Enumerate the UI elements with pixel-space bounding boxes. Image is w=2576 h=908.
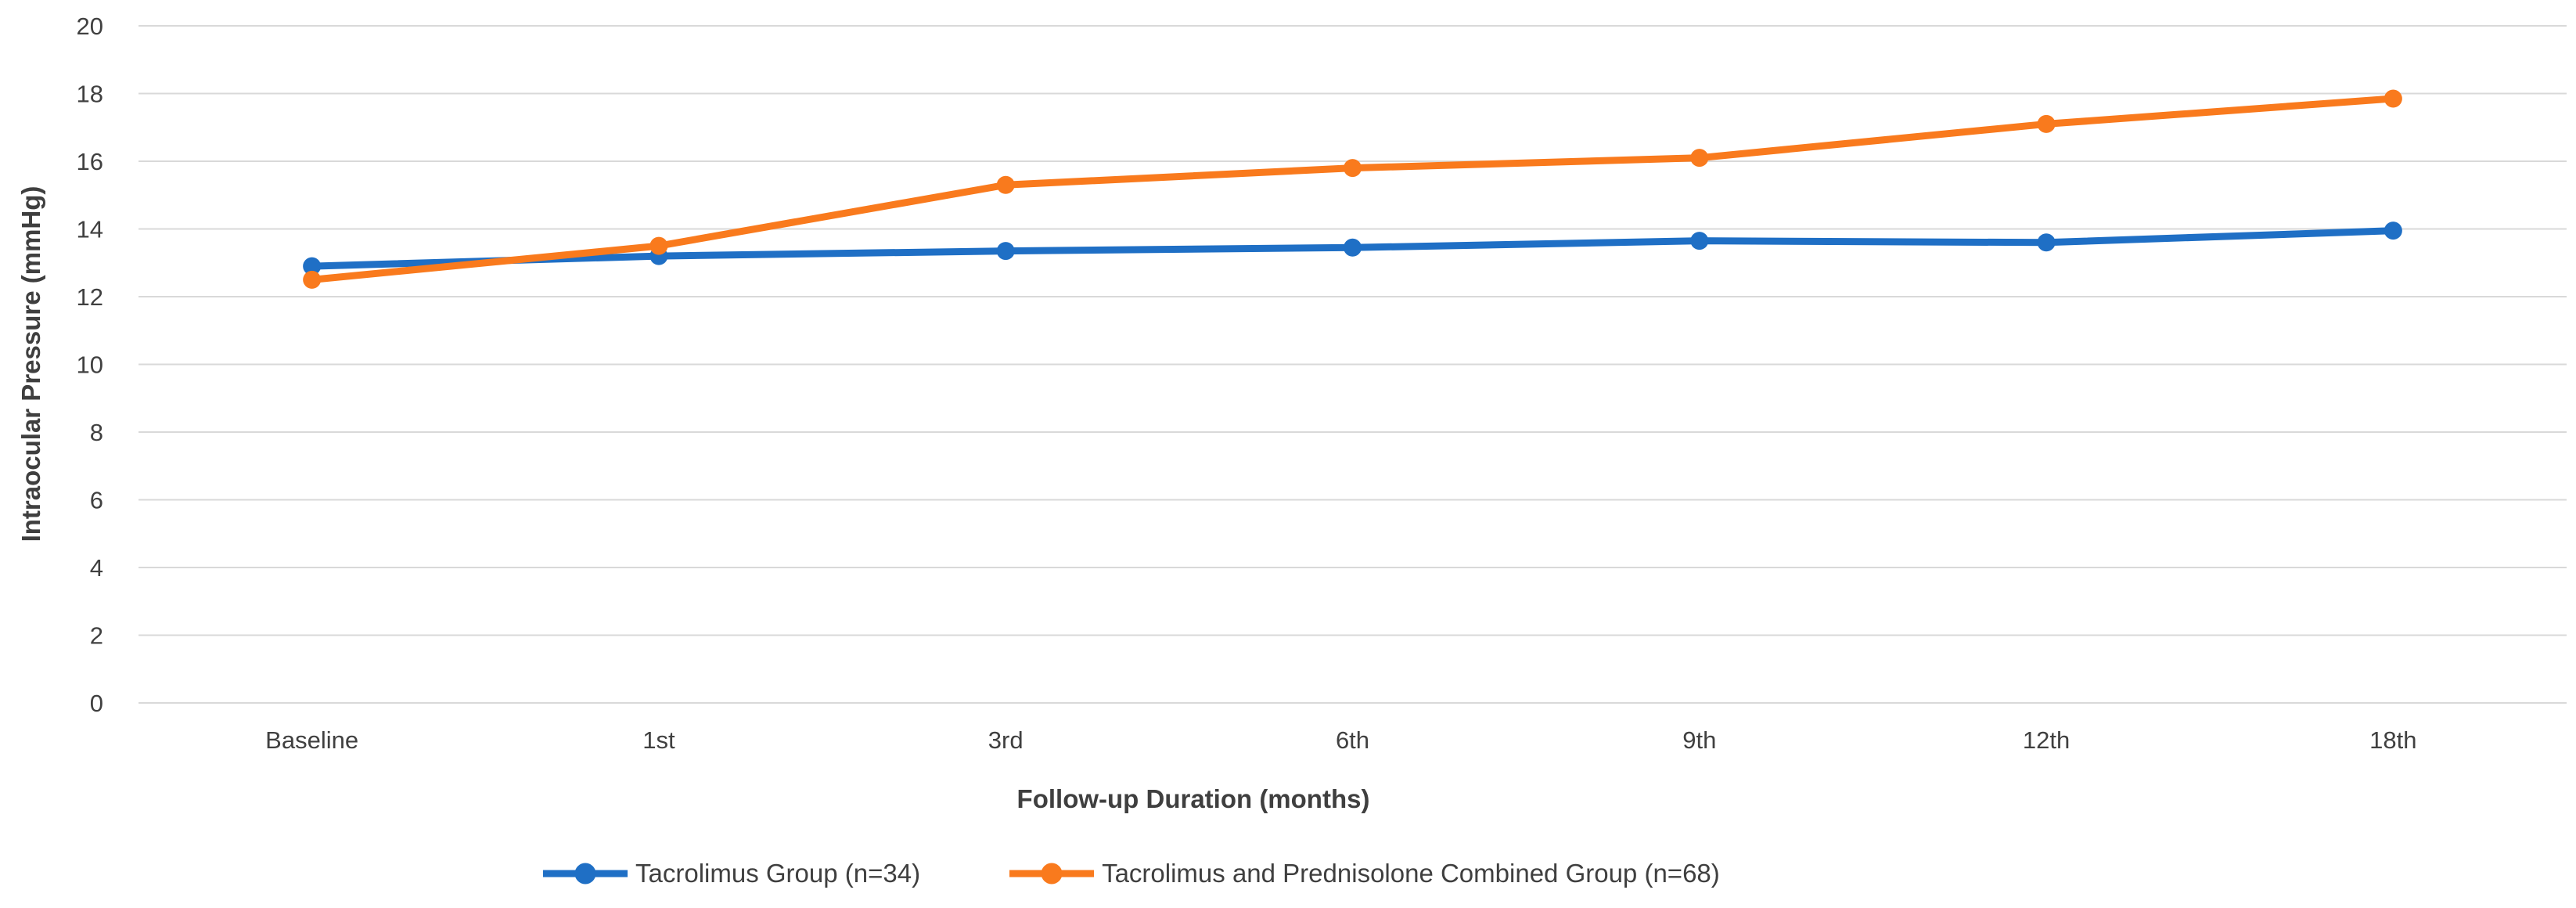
legend-item-combined-group: Tacrolimus and Prednisolone Combined Gro…: [1008, 858, 1720, 889]
y-tick-label-4: 4: [90, 554, 103, 582]
x-tick-label-1st: 1st: [642, 726, 675, 754]
legend-marker-line-icon: [543, 863, 628, 885]
data-point-series1-6th: [1344, 159, 1362, 178]
chart-legend: Tacrolimus Group (n=34) Tacrolimus and P…: [541, 858, 1720, 889]
x-tick-label-12th: 12th: [2023, 726, 2070, 754]
y-tick-label-16: 16: [77, 148, 103, 175]
x-tick-label-9th: 9th: [1682, 726, 1716, 754]
data-point-series1-12th: [2037, 114, 2056, 133]
x-tick-label-18th: 18th: [2369, 726, 2416, 754]
legend-marker-line-icon: [1009, 863, 1095, 885]
legend-item-tacrolimus: Tacrolimus Group (n=34): [541, 858, 920, 889]
y-tick-label-12: 12: [77, 283, 103, 311]
x-tick-label-3rd: 3rd: [988, 726, 1024, 754]
y-tick-label-10: 10: [77, 351, 103, 379]
y-tick-label-2: 2: [90, 622, 103, 650]
data-point-series1-3rd: [996, 175, 1015, 194]
data-point-series0-baseline: [303, 257, 322, 276]
x-tick-label-6th: 6th: [1336, 726, 1369, 754]
x-axis-title: Follow-up Duration (months): [1016, 784, 1370, 813]
data-point-series1-baseline: [303, 270, 322, 289]
y-tick-label-20: 20: [77, 13, 103, 40]
y-axis-title: Intraocular Pressure (mmHg): [16, 186, 45, 542]
data-point-series0-12th: [2037, 233, 2056, 252]
y-tick-label-0: 0: [90, 690, 103, 717]
y-tick-label-6: 6: [90, 487, 103, 514]
data-point-series0-9th: [1690, 232, 1709, 250]
data-point-series1-9th: [1690, 149, 1709, 168]
y-tick-label-18: 18: [77, 81, 103, 108]
data-point-series1-18th: [2384, 89, 2402, 108]
x-tick-label-baseline: Baseline: [265, 726, 358, 754]
legend-label: Tacrolimus and Prednisolone Combined Gro…: [1102, 859, 1720, 888]
data-point-series0-18th: [2384, 222, 2402, 240]
data-point-series0-3rd: [996, 242, 1015, 261]
y-tick-label-14: 14: [77, 216, 103, 243]
data-point-series1-1st: [649, 236, 668, 255]
y-tick-label-8: 8: [90, 419, 103, 446]
legend-label: Tacrolimus Group (n=34): [635, 859, 921, 888]
data-point-series0-6th: [1344, 238, 1362, 257]
